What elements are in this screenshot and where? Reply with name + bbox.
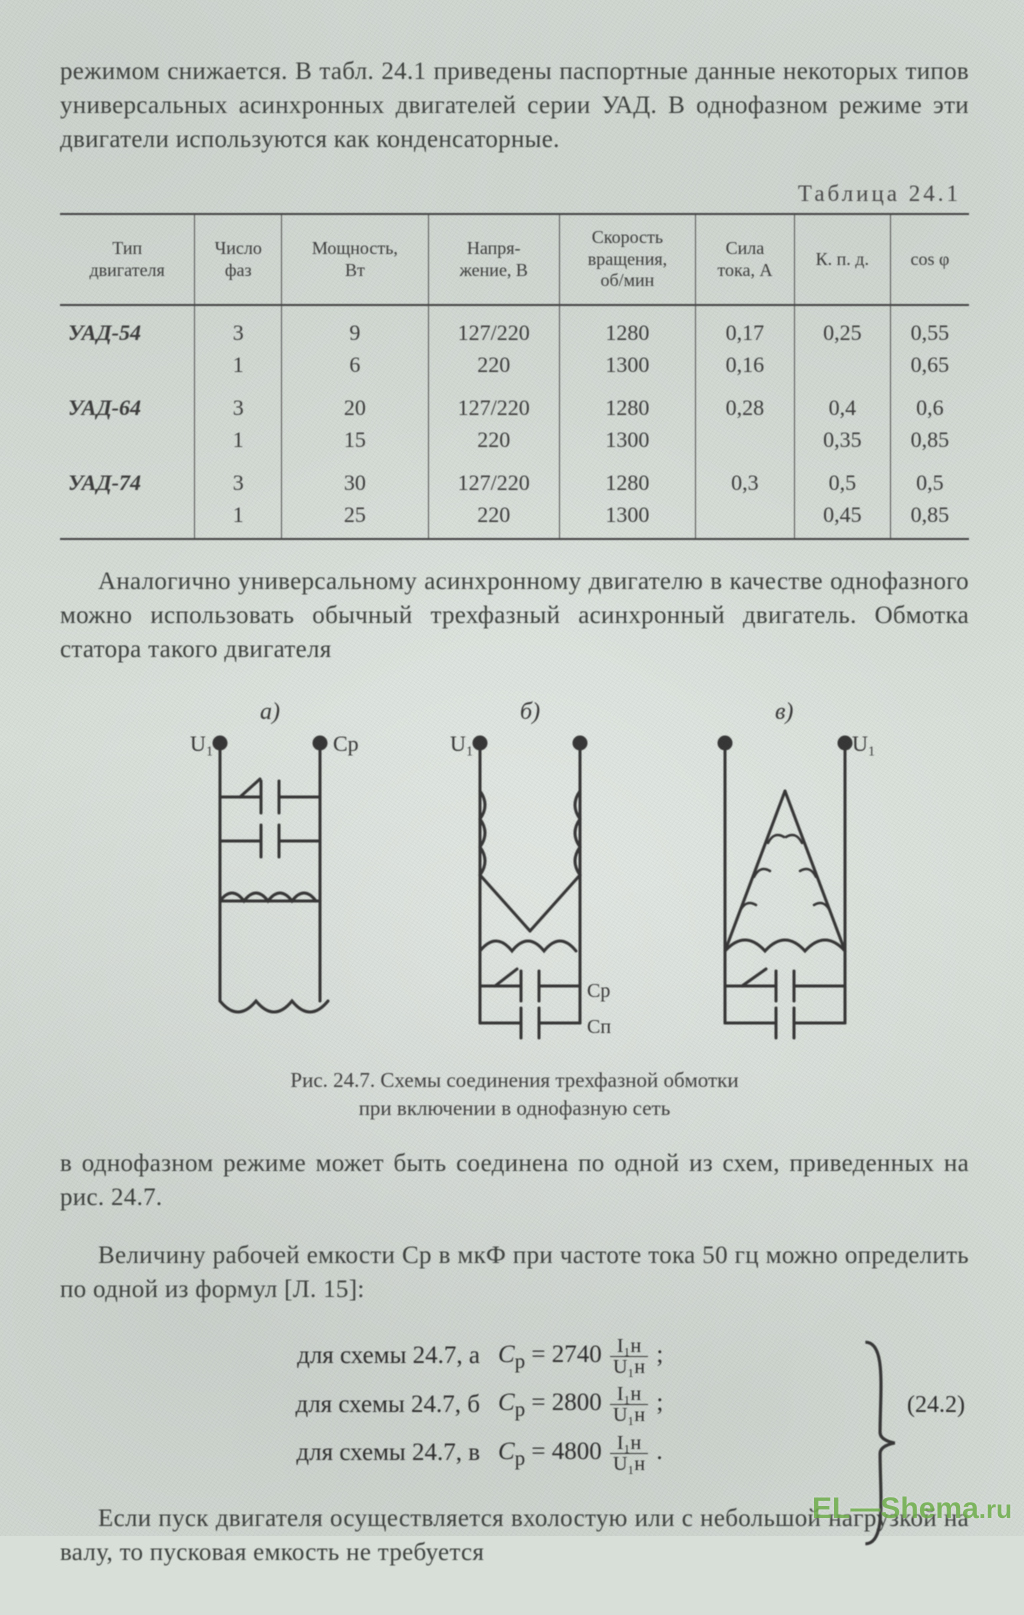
table-cell: 220 [428, 349, 559, 381]
table-cell: 0,17 [696, 305, 795, 349]
table-row: 1252201300 0,450,85 [60, 499, 969, 539]
table-cell [60, 349, 195, 381]
formula-block: для схемы 24.7, а Cр = Cр = 27402740 I₁н… [60, 1332, 969, 1478]
table-cell: 25 [282, 499, 429, 539]
table-cell: 1 [195, 499, 282, 539]
table-cell: 127/220 [428, 305, 559, 349]
col-header: Силатока, А [696, 214, 795, 305]
table-row: УАД-74330127/22012800,30,50,5 [60, 456, 969, 499]
table-cell: 0,28 [696, 381, 795, 424]
fig-label-v: в) [775, 699, 793, 725]
table-cell: 0,4 [794, 381, 890, 424]
table-cell: 0,85 [890, 424, 969, 456]
after-fig-para-2: Величину рабочей емкости Cр в мкФ при ча… [60, 1239, 969, 1307]
table-cell: 1280 [559, 305, 695, 349]
table-cell: УАД-64 [60, 381, 195, 424]
svg-text:Cр: Cр [333, 731, 359, 756]
table-cell: 0,65 [890, 349, 969, 381]
after-fig-para-1: в однофазном режиме может быть соединена… [60, 1147, 969, 1215]
table-cell: 1300 [559, 424, 695, 456]
table-cell: 1300 [559, 349, 695, 381]
table-cell: 0,5 [794, 456, 890, 499]
table-cell [696, 499, 795, 539]
fig-label-b: б) [520, 699, 540, 725]
table-caption: Таблица 24.1 [60, 181, 961, 207]
table-cell: 1280 [559, 381, 695, 424]
svg-text:U₁: U₁ [190, 731, 214, 756]
svg-text:Cп: Cп [587, 1016, 611, 1038]
table-cell: 6 [282, 349, 429, 381]
table-cell: 15 [282, 424, 429, 456]
col-header: Мощность,Вт [282, 214, 429, 305]
figure-caption: Рис. 24.7. Схемы соединения трехфазной о… [120, 1067, 909, 1122]
col-header: Типдвигателя [60, 214, 195, 305]
table-cell [696, 424, 795, 456]
table-row: 1622013000,16 0,65 [60, 349, 969, 381]
watermark: EL—Shema.ru [812, 1492, 1012, 1526]
table-cell: 0,55 [890, 305, 969, 349]
col-header: Напря-жение, В [428, 214, 559, 305]
table-row: УАД-64320127/22012800,280,40,6 [60, 381, 969, 424]
table-cell: 0,25 [794, 305, 890, 349]
specs-table: ТипдвигателяЧислофазМощность,ВтНапря-жен… [60, 213, 969, 540]
mid-paragraph: Аналогично универсальному асинхронному д… [60, 565, 969, 666]
col-header: Скоростьвращения,об/мин [559, 214, 695, 305]
table-cell: 0,85 [890, 499, 969, 539]
table-cell: 0,35 [794, 424, 890, 456]
table-cell: 3 [195, 381, 282, 424]
table-cell [60, 499, 195, 539]
table-row: УАД-5439127/22012800,170,250,55 [60, 305, 969, 349]
table-cell: 30 [282, 456, 429, 499]
table-cell: 0,3 [696, 456, 795, 499]
table-cell: УАД-54 [60, 305, 195, 349]
svg-text:Cр: Cр [587, 980, 610, 1002]
table-cell: 3 [195, 305, 282, 349]
table-cell [60, 424, 195, 456]
table-cell: 20 [282, 381, 429, 424]
table-cell: 0,45 [794, 499, 890, 539]
figure-24-7: а) U₁ Cр б) [135, 691, 895, 1061]
table-cell: 127/220 [428, 381, 559, 424]
col-header: cos φ [890, 214, 969, 305]
svg-text:U₁: U₁ [450, 731, 474, 756]
table-row: 1152201300 0,350,85 [60, 424, 969, 456]
equation-number: (24.2) [907, 1382, 965, 1426]
svg-text:U₁: U₁ [852, 731, 876, 756]
table-cell [794, 349, 890, 381]
table-cell: УАД-74 [60, 456, 195, 499]
table-cell: 1300 [559, 499, 695, 539]
table-cell: 220 [428, 424, 559, 456]
table-cell: 220 [428, 499, 559, 539]
table-cell: 127/220 [428, 456, 559, 499]
table-cell: 0,6 [890, 381, 969, 424]
table-cell: 0,5 [890, 456, 969, 499]
table-cell: 1 [195, 349, 282, 381]
col-header: К. п. д. [794, 214, 890, 305]
table-cell: 3 [195, 456, 282, 499]
col-header: Числофаз [195, 214, 282, 305]
fig-label-a: а) [260, 699, 280, 725]
table-cell: 1280 [559, 456, 695, 499]
intro-paragraph: режимом снижается. В табл. 24.1 приведен… [60, 55, 969, 156]
table-cell: 9 [282, 305, 429, 349]
table-cell: 1 [195, 424, 282, 456]
table-cell: 0,16 [696, 349, 795, 381]
